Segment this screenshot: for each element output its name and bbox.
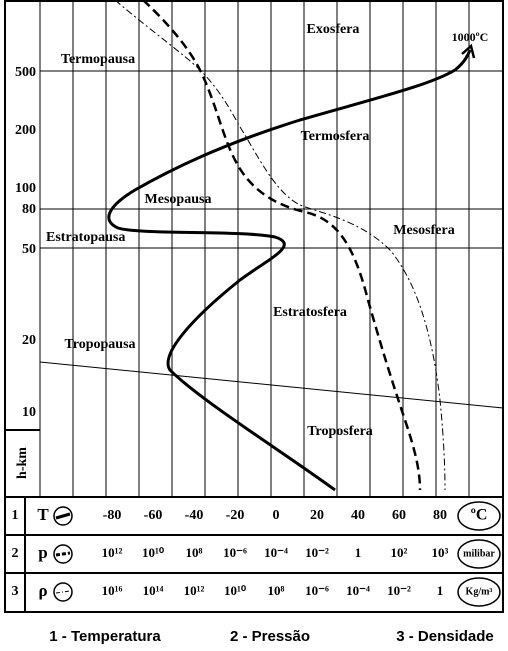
scale-icons	[53, 501, 501, 607]
scale-tick-label: 10⁻²	[387, 583, 411, 598]
scale-tick-label: 10¹⁴	[143, 583, 164, 598]
layer-label: 1000ºC	[452, 30, 489, 44]
layer-label: Exosfera	[307, 22, 360, 37]
scale-tick-label: -60	[144, 508, 163, 523]
layer-labels: Exosfera Termopausa 1000ºC Termosfera Me…	[46, 22, 488, 439]
scale-symbol: ρ	[38, 581, 47, 600]
scale-tick-label: 10⁻⁶	[305, 583, 329, 598]
scale-tick-label: 10⁻⁴	[346, 583, 370, 598]
scale-unit: milibar	[463, 548, 495, 559]
scale-tick-label: -20	[226, 508, 245, 523]
scale-tick-label: -80	[103, 508, 122, 523]
layer-label: Estratosfera	[273, 305, 347, 320]
axis-title: h-km	[15, 447, 30, 479]
scale-tick-label: 10¹⁶	[102, 583, 123, 598]
layer-label: Troposfera	[307, 424, 373, 439]
height-tick-label: 80	[22, 202, 36, 217]
scale-tick-label: 10⁸	[186, 545, 203, 560]
layer-label: Estratopausa	[46, 230, 125, 245]
scale-number: 3	[12, 584, 19, 599]
scale-tick-label: 10²	[391, 545, 408, 560]
scale-tick-label: 10⁸	[268, 583, 285, 598]
scale-tick-label: 10³	[432, 545, 449, 560]
scale-tick-label: 10¹²	[184, 583, 205, 598]
scale-symbol: p	[38, 543, 47, 562]
scale-number: 2	[12, 546, 19, 561]
height-tick-label: 500	[15, 65, 36, 80]
grid	[4, 0, 504, 613]
scale-tick-label: 1	[437, 583, 444, 598]
height-tick-label: 200	[15, 123, 36, 138]
legend-entry: 3 - Densidade	[396, 628, 494, 645]
scale-tick-label: 1	[355, 545, 362, 560]
scale-symbol: T	[37, 505, 49, 524]
height-tick-label: 100	[15, 181, 36, 196]
scale-unit: Kg/m³	[466, 586, 493, 597]
scale-tick-label: 0	[273, 508, 280, 523]
scale-tick-label: 40	[351, 508, 365, 523]
curves	[107, 0, 476, 492]
scale-tick-label: 10¹⁰	[142, 545, 165, 560]
scale-tick-label: 10¹²	[102, 545, 123, 560]
scale-number: 1	[12, 508, 19, 523]
scale-tick-label: 10⁻⁴	[264, 545, 288, 560]
scale-tick-label: 10⁻⁶	[223, 545, 247, 560]
scale-tick-label: -40	[185, 508, 204, 523]
layer-label: Mesosfera	[393, 223, 454, 238]
scale-unit: ºC	[471, 507, 488, 524]
layer-label: Termopausa	[61, 52, 135, 67]
layer-label: Tropopausa	[64, 337, 135, 352]
scale-tick-label: 10¹⁰	[224, 583, 247, 598]
height-tick-label: 50	[22, 242, 36, 257]
scale-tick-label: 10⁻²	[305, 545, 329, 560]
layer-label: Mesopausa	[145, 192, 212, 207]
legend-entry: 2 - Pressão	[230, 628, 310, 645]
height-tick-label: 20	[22, 333, 36, 348]
height-tick-label: 10	[22, 405, 36, 420]
layer-label: Termosfera	[301, 129, 370, 144]
legend-entry: 1 - Temperatura	[49, 628, 161, 645]
scale-tick-label: 80	[433, 508, 447, 523]
scale-tick-label: 20	[310, 508, 324, 523]
scale-tick-label: 60	[392, 508, 406, 523]
